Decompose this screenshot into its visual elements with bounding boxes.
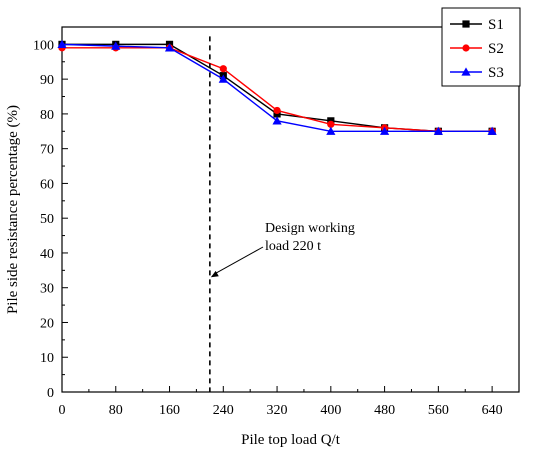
legend-marker <box>462 44 470 52</box>
data-point-s2 <box>219 65 227 73</box>
y-tick-label: 40 <box>40 247 54 262</box>
series-group <box>57 39 497 135</box>
x-tick-label: 160 <box>159 403 180 418</box>
annotation-arrowhead <box>210 270 219 278</box>
data-point-s3 <box>218 74 228 83</box>
series-s3 <box>57 39 497 135</box>
legend-box <box>441 7 521 87</box>
legend-item-s2: S2 <box>450 41 504 57</box>
annotation-text-line: Design working <box>265 221 355 236</box>
annotation-group: Design working load 220 t <box>209 36 355 392</box>
axes: 0 80 160 240 320 400 480 560 640 0 10 20 30 40 50 60 70 8… <box>33 38 503 418</box>
data-point-s3 <box>379 126 390 135</box>
legend: S1 S2 S3 <box>441 7 521 87</box>
legend-item-s3: S3 <box>450 65 504 81</box>
legend-item-s1: S1 <box>450 17 504 33</box>
x-tick-label: 400 <box>320 403 341 418</box>
plot-frame <box>61 26 520 393</box>
x-tick-label: 560 <box>428 403 449 418</box>
x-tick-label: 640 <box>482 403 503 418</box>
data-point-s3 <box>326 126 336 135</box>
x-tick-label: 80 <box>109 403 123 418</box>
legend-marker <box>462 20 470 28</box>
y-tick-label: 60 <box>40 177 54 192</box>
y-tick-label: 90 <box>40 73 54 88</box>
x-tick-label: 320 <box>267 403 288 418</box>
data-point-s3 <box>111 41 121 50</box>
y-tick-label: 100 <box>33 38 54 53</box>
x-axis-title: Pile top load Q/t <box>241 432 341 448</box>
data-point-s3 <box>164 43 175 52</box>
legend-label: S2 <box>488 41 504 57</box>
y-tick-label: 0 <box>47 386 54 401</box>
annotation-arrow <box>213 246 264 275</box>
plot-area <box>61 26 520 393</box>
data-point-s3 <box>57 39 67 48</box>
y-tick-label: 50 <box>40 212 54 227</box>
y-tick-label: 20 <box>40 316 54 331</box>
data-point-s3 <box>487 126 497 135</box>
legend-label: S1 <box>488 17 504 33</box>
data-point-s3 <box>433 126 443 135</box>
y-tick-label: 30 <box>40 282 54 297</box>
legend-label: S3 <box>488 65 504 81</box>
data-point-s2 <box>273 106 281 115</box>
annotation-text-line: load 220 t <box>265 239 321 254</box>
y-tick-label: 80 <box>40 108 54 123</box>
data-point-s3 <box>272 116 282 125</box>
y-axis-title: Pile side resistance percentage (%) <box>5 105 21 314</box>
x-tick-label: 240 <box>213 403 234 418</box>
y-tick-label: 70 <box>40 143 54 158</box>
x-tick-label: 0 <box>59 403 66 418</box>
legend-marker <box>461 67 471 76</box>
data-point-s2 <box>327 120 335 128</box>
y-tick-label: 10 <box>40 351 54 366</box>
x-tick-label: 480 <box>374 403 395 418</box>
